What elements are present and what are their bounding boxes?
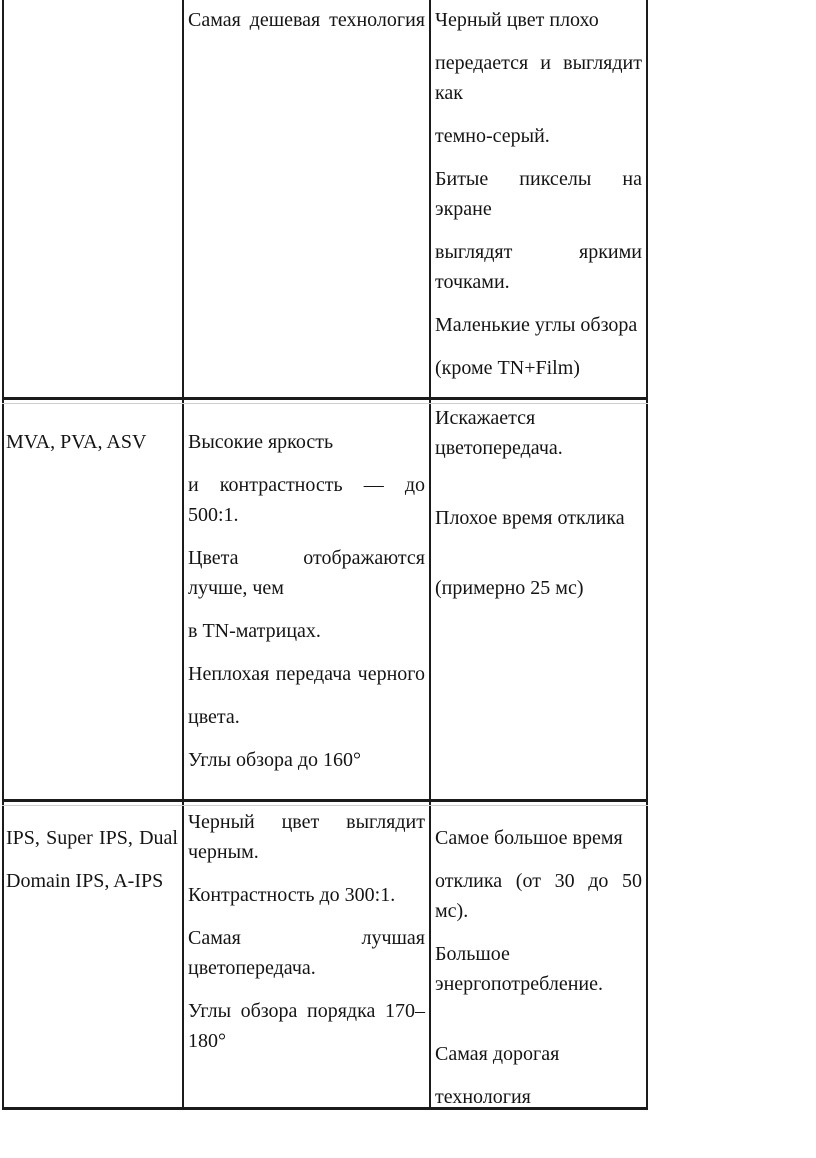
cell-disadvantages-row3: Самое большое время отклика (от 30 до 50… — [433, 803, 645, 1106]
text-line: передается и выглядит — [435, 52, 642, 74]
text-line: (примерно 25 мс) — [435, 577, 584, 599]
table-row-divider-1-echo — [2, 403, 648, 404]
text-line: энергопотребление. — [435, 973, 603, 995]
text-line: лучше, чем — [188, 577, 284, 599]
table-row-divider-1 — [2, 397, 648, 400]
table-border-left — [2, 0, 4, 1110]
text-line: выглядят яркими — [435, 241, 642, 263]
text-line: 500:1. — [188, 504, 239, 526]
text-line: Битые пикселы на — [435, 168, 642, 190]
cell-technology-row1 — [5, 0, 180, 396]
cell-technology-row3: IPS, Super IPS, Dual Domain IPS, A-IPS — [5, 803, 180, 1106]
text-line: как — [435, 82, 464, 104]
text-line: в TN-матрицах. — [188, 620, 321, 642]
text-line: Цвета отображаются — [188, 547, 425, 569]
table-row-divider-2 — [2, 799, 648, 802]
text-line: цвета. — [188, 706, 240, 728]
text-line: Неплохая передача черного — [188, 663, 425, 685]
text-line: Маленькие углы обзора — [435, 314, 638, 336]
text-line: Плохое время отклика — [435, 507, 625, 529]
text-line: (кроме TN+Film) — [435, 357, 580, 379]
text-line: темно-серый. — [435, 125, 550, 147]
text-line: отклика (от 30 до 50 мс). — [435, 870, 642, 922]
text-line: Контрастность до 300:1. — [188, 884, 396, 906]
cell-disadvantages-row1: Черный цвет плохо передается и выглядит … — [433, 0, 645, 396]
text-line: Черный цвет выглядит — [188, 811, 425, 833]
text-line: цветопередача. — [188, 957, 316, 979]
cell-advantages-row1: Самая дешевая технология — [186, 0, 427, 396]
text-line: Самое большое время — [435, 827, 623, 849]
text-line: точками. — [435, 271, 510, 293]
table-row-divider-2-echo — [2, 805, 648, 806]
text-line: Высокие яркость — [188, 431, 334, 453]
table-column-divider-1 — [182, 0, 184, 1110]
text-line: Черный цвет плохо — [435, 9, 599, 31]
comparison-table: Самая дешевая технология Черный цвет пло… — [2, 0, 648, 1110]
text-line: и контрастность — до — [188, 474, 425, 496]
text-line: Углы обзора порядка 170– — [188, 1000, 425, 1022]
text-line: MVA, PVA, ASV — [6, 431, 147, 453]
cell-advantages-row2: Высокие яркость и контрастность — до 500… — [186, 401, 427, 798]
text-line: Самая дорогая — [435, 1043, 560, 1065]
cell-advantages-row3: Черный цвет выглядит черным. Контрастнос… — [186, 803, 427, 1106]
text-line: Углы обзора до 160° — [188, 749, 362, 771]
text-line: Domain IPS, A-IPS — [6, 870, 164, 892]
text-line: экране — [435, 198, 492, 220]
text-line: Самая дешевая технология — [188, 9, 425, 31]
table-border-right — [646, 0, 648, 1110]
text-line: технология — [435, 1086, 531, 1106]
text-line: IPS, Super IPS, Dual — [6, 827, 178, 849]
text-line: Самая лучшая — [188, 927, 425, 949]
cell-disadvantages-row2: Искажается цветопередача. Плохое время о… — [433, 401, 645, 798]
table-column-divider-2 — [429, 0, 431, 1110]
cell-technology-row2: MVA, PVA, ASV — [5, 401, 180, 798]
text-line: черным. — [188, 841, 259, 863]
table-border-bottom — [2, 1107, 648, 1110]
text-line: Искажается — [435, 407, 536, 429]
text-line: цветопередача. — [435, 437, 563, 459]
text-line: 180° — [188, 1030, 226, 1052]
text-line: Большое — [435, 943, 510, 965]
